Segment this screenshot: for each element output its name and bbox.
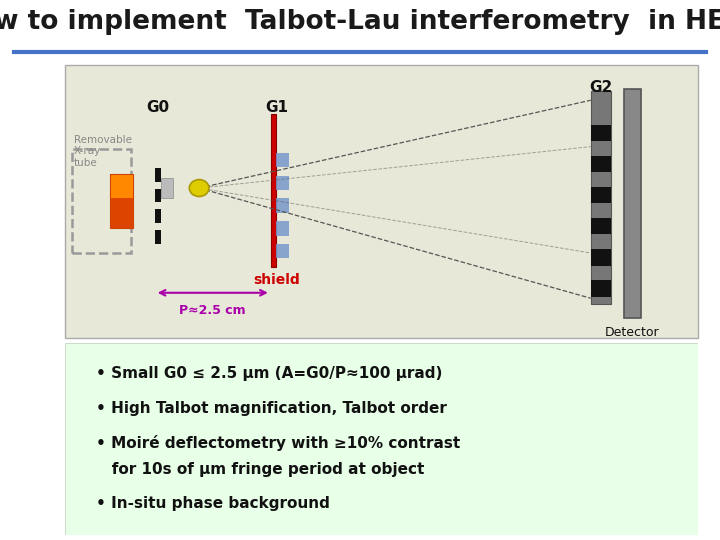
Bar: [110, 174, 133, 228]
Bar: [590, 187, 611, 204]
Bar: [276, 198, 289, 213]
Bar: [161, 178, 173, 198]
Bar: [110, 198, 133, 228]
Bar: [276, 176, 289, 190]
Bar: [590, 280, 611, 296]
Text: How to implement  Talbot-Lau interferometry  in HEDP: How to implement Talbot-Lau interferomet…: [0, 9, 720, 35]
Text: for 10s of μm fringe period at object: for 10s of μm fringe period at object: [96, 462, 425, 477]
Text: G1: G1: [265, 100, 288, 115]
Text: G2: G2: [589, 80, 613, 95]
Bar: [276, 153, 289, 167]
Text: shield: shield: [253, 273, 300, 287]
Text: P≈2.5 cm: P≈2.5 cm: [179, 303, 246, 316]
Bar: [155, 168, 161, 181]
Bar: [590, 125, 611, 141]
Text: G0: G0: [146, 100, 169, 115]
Bar: [624, 89, 642, 319]
Text: • Small G0 ≤ 2.5 μm (A=G0/P≈100 μrad): • Small G0 ≤ 2.5 μm (A=G0/P≈100 μrad): [96, 366, 443, 381]
Text: Removable
X-ray
tube: Removable X-ray tube: [73, 134, 132, 168]
Bar: [276, 244, 289, 259]
Circle shape: [189, 180, 209, 197]
Bar: [271, 114, 276, 267]
Text: • Moiré deflectometry with ≥10% contrast: • Moiré deflectometry with ≥10% contrast: [96, 435, 461, 450]
Bar: [155, 210, 161, 223]
Bar: [155, 230, 161, 244]
Bar: [110, 174, 133, 228]
Bar: [590, 91, 611, 303]
Bar: [276, 221, 289, 235]
Bar: [590, 249, 611, 266]
Text: • High Talbot magnification, Talbot order: • High Talbot magnification, Talbot orde…: [96, 401, 447, 416]
Text: Detector: Detector: [606, 326, 660, 339]
Bar: [590, 156, 611, 172]
Bar: [590, 218, 611, 234]
Text: • In-situ phase background: • In-situ phase background: [96, 496, 330, 511]
Bar: [155, 188, 161, 202]
